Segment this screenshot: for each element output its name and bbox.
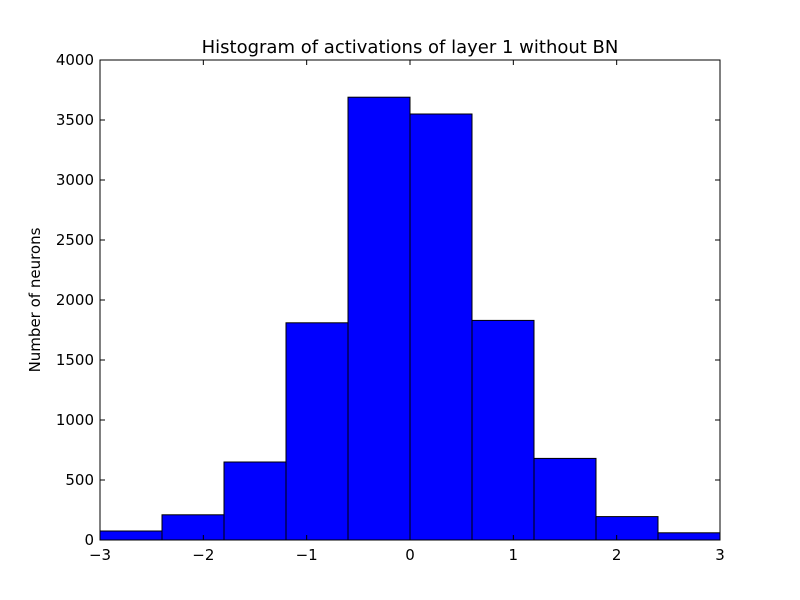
histogram-bar bbox=[657, 532, 721, 541]
y-axis-label: Number of neurons bbox=[26, 227, 44, 372]
x-tick-label: −3 bbox=[89, 546, 111, 564]
y-tick-label: 3500 bbox=[56, 111, 94, 129]
x-tick-label: −1 bbox=[296, 546, 318, 564]
chart-title: Histogram of activations of layer 1 with… bbox=[202, 37, 619, 58]
x-tick-label: 1 bbox=[509, 546, 519, 564]
histogram-bar bbox=[161, 514, 225, 541]
y-tick-label: 2000 bbox=[56, 291, 94, 309]
y-tick-label: 2500 bbox=[56, 231, 94, 249]
y-tick-label: 3000 bbox=[56, 171, 94, 189]
histogram-bar bbox=[223, 461, 287, 541]
histogram-bar bbox=[347, 96, 411, 541]
histogram-bar bbox=[595, 516, 659, 541]
y-tick-label: 0 bbox=[84, 531, 94, 549]
y-tick-label: 500 bbox=[65, 471, 94, 489]
y-tick-label: 1000 bbox=[56, 411, 94, 429]
histogram-bar bbox=[533, 457, 597, 541]
x-tick-label: 3 bbox=[715, 546, 725, 564]
histogram-bar bbox=[471, 319, 535, 541]
histogram-bar bbox=[409, 113, 473, 541]
x-tick-label: 0 bbox=[405, 546, 415, 564]
x-tick-label: 2 bbox=[612, 546, 622, 564]
plot-frame bbox=[99, 59, 721, 541]
histogram-bar bbox=[285, 322, 349, 541]
y-tick-label: 1500 bbox=[56, 351, 94, 369]
x-tick-label: −2 bbox=[192, 546, 214, 564]
tick-labels-group: −3 −2 −1 0 1 2 3 0 500 1000 1500 2000 2500 3000 3500 40… bbox=[56, 51, 725, 564]
y-tick-label: 4000 bbox=[56, 51, 94, 69]
histogram-bar bbox=[99, 530, 163, 541]
bars-group bbox=[99, 96, 721, 541]
